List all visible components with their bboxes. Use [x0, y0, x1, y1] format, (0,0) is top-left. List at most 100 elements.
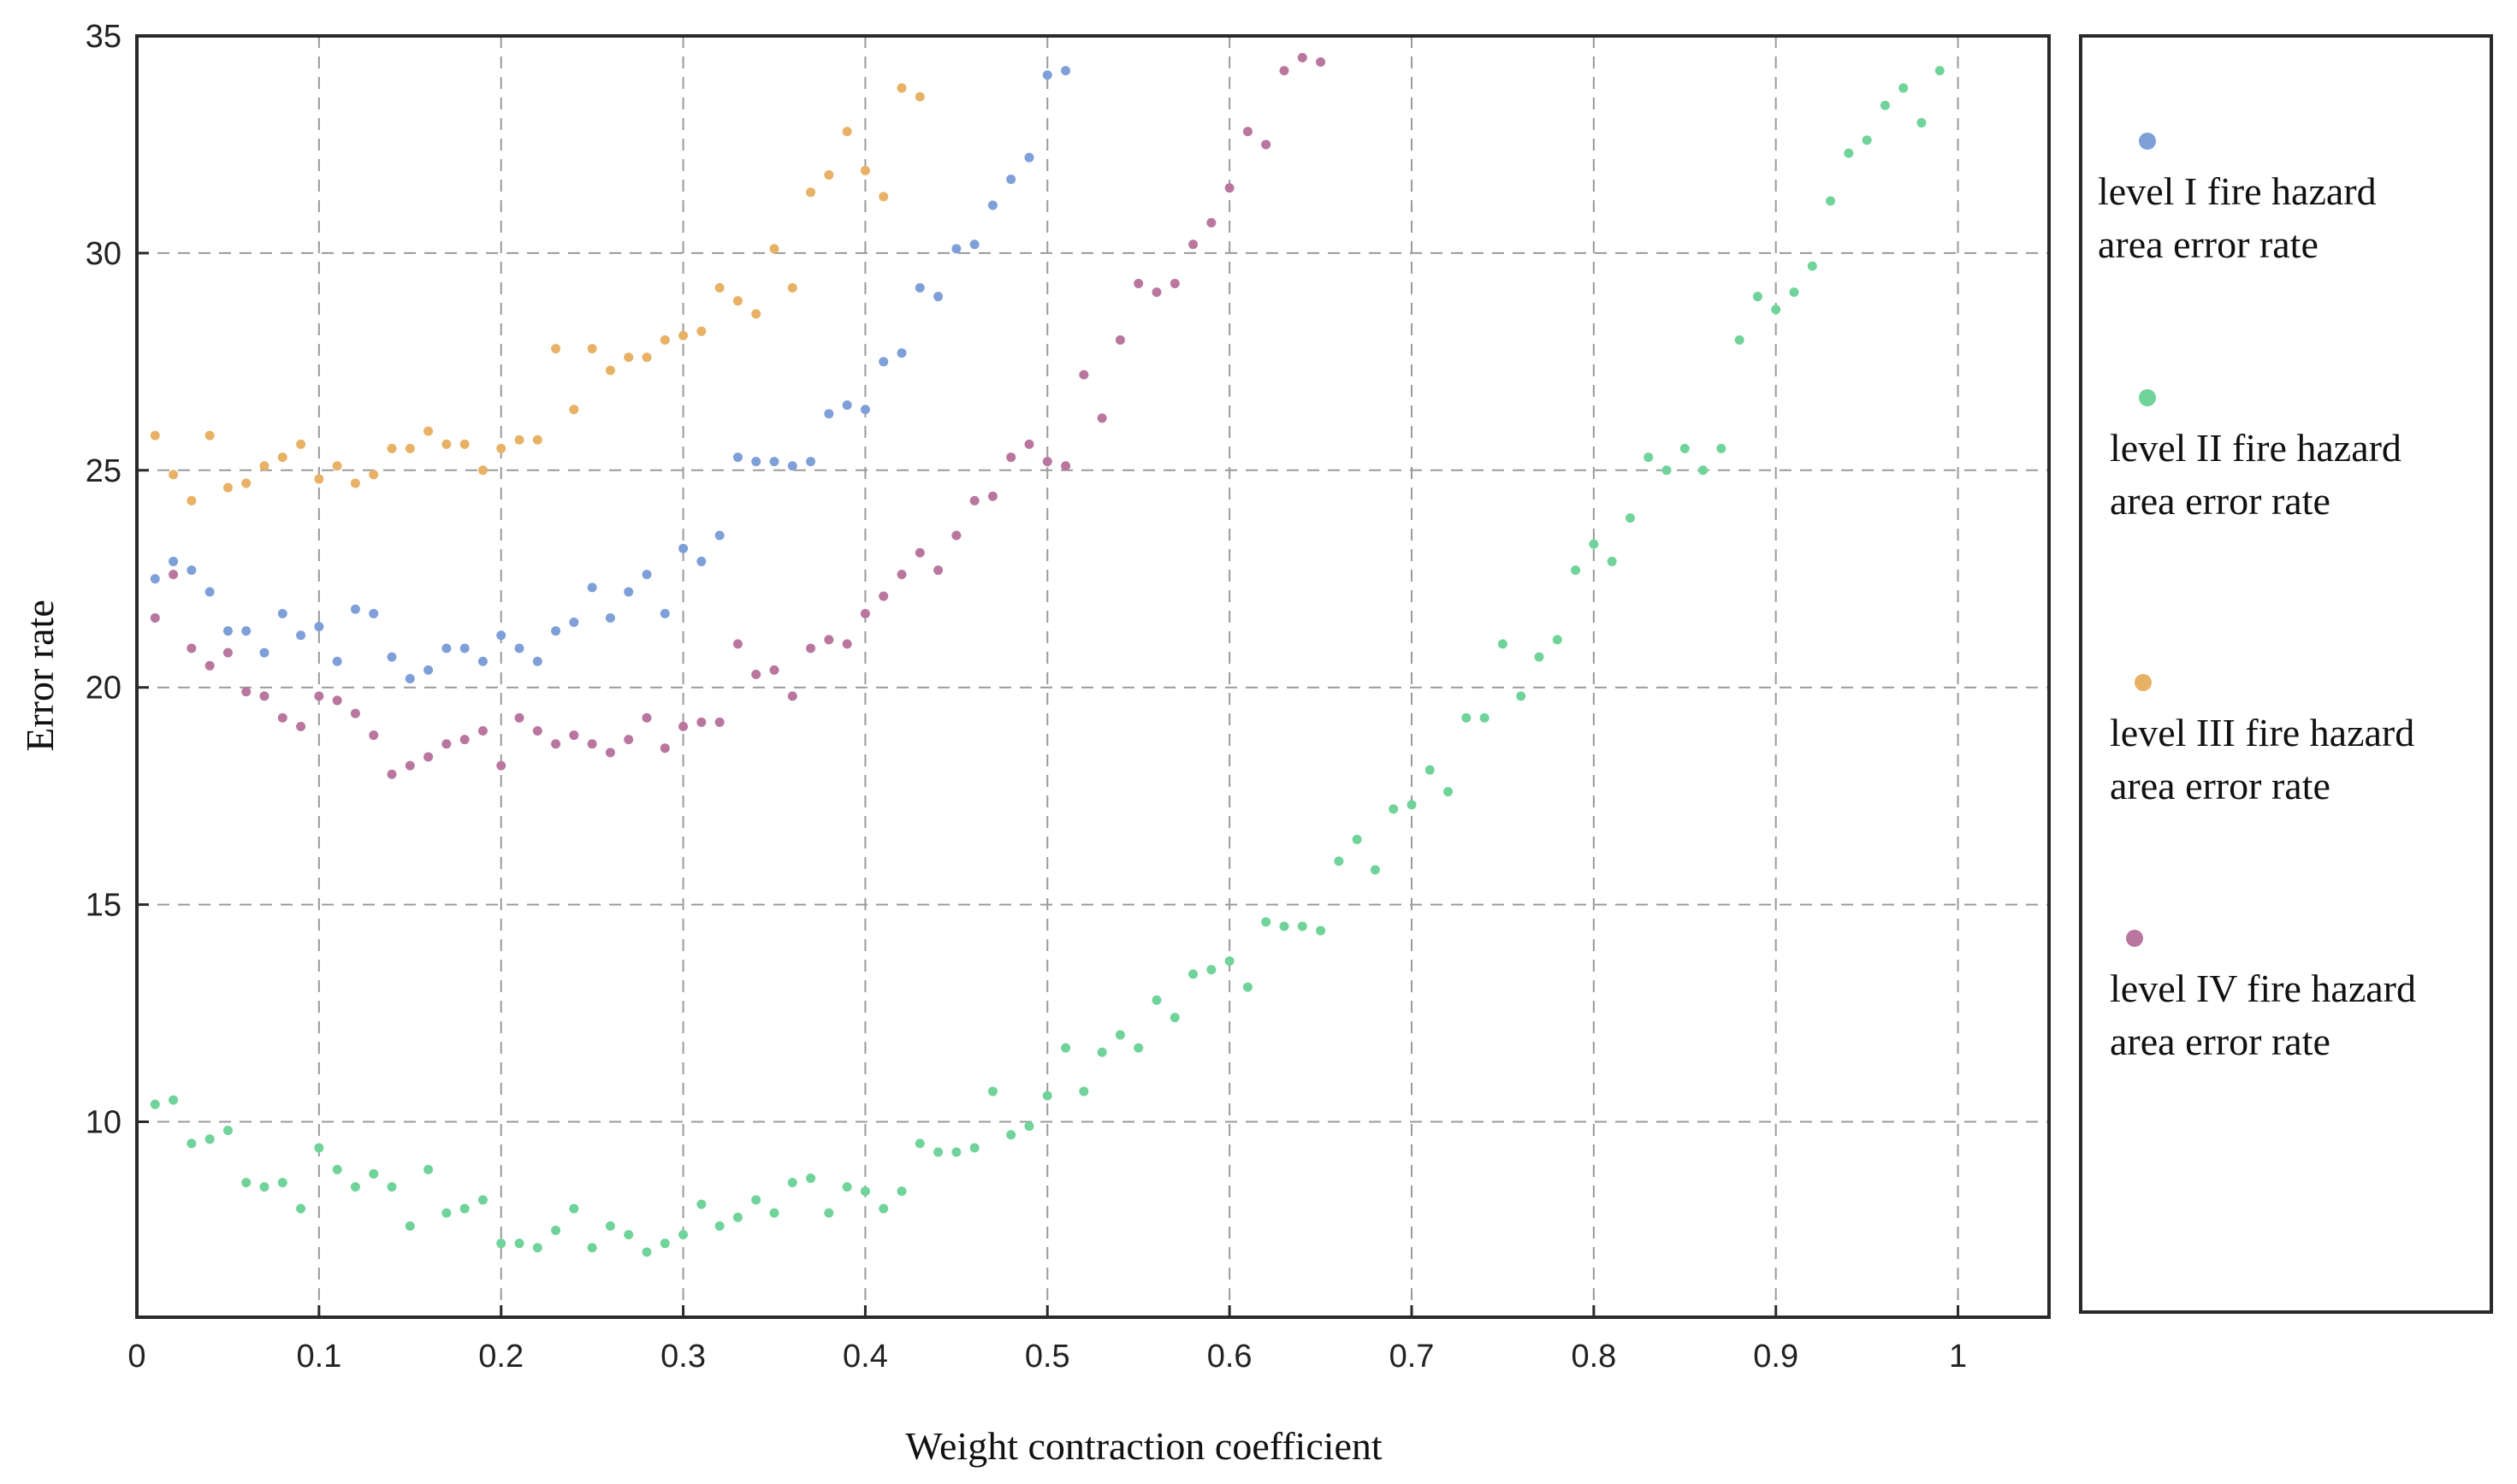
series-4-point: [787, 691, 797, 701]
series-2-point: [1461, 712, 1472, 723]
series-2-point: [1279, 921, 1289, 931]
legend-marker-1: [2139, 133, 2156, 150]
series-3-point: [150, 430, 160, 440]
series-1-point: [405, 674, 415, 684]
series-2-point: [1370, 865, 1380, 875]
series-1-point: [532, 656, 542, 666]
series-2-point: [842, 1182, 852, 1192]
series-2-point: [187, 1138, 197, 1149]
series-2-point: [1807, 261, 1817, 271]
series-3-point: [187, 495, 197, 506]
series-3-point: [532, 435, 542, 445]
series-2-point: [496, 1239, 506, 1249]
series-1-point: [678, 543, 689, 553]
series-2-point: [277, 1178, 287, 1188]
y-axis-title: Error rate: [18, 600, 62, 752]
series-2-point: [1097, 1047, 1107, 1057]
x-tick-label: 0.1: [296, 1339, 341, 1375]
x-axis-title: Weight contraction coefficient: [905, 1424, 1383, 1468]
series-4-point: [678, 721, 689, 731]
series-3-point: [915, 92, 925, 102]
series-2-point: [1389, 804, 1399, 814]
series-2-point: [1497, 639, 1507, 649]
legend-label-2: area error rate: [2110, 479, 2330, 523]
series-4-point: [277, 712, 287, 723]
series-2-point: [1261, 917, 1271, 927]
series-2-point: [1862, 135, 1872, 145]
series-1-point: [787, 461, 797, 471]
series-1-point: [842, 400, 852, 411]
series-1-point: [915, 283, 925, 293]
series-1-point: [732, 452, 743, 463]
series-4-point: [441, 739, 452, 749]
legend-label-4: area error rate: [2110, 1020, 2330, 1063]
series-4-point: [459, 735, 470, 745]
series-4-point: [897, 570, 907, 580]
series-1-point: [769, 457, 779, 467]
legend-box: [2079, 34, 2493, 1314]
series-1-point: [714, 530, 725, 541]
series-3-point: [423, 426, 434, 436]
series-4-point: [296, 721, 306, 731]
series-2-point: [1826, 196, 1836, 206]
series-4-point: [624, 735, 634, 745]
series-2-point: [1661, 465, 1672, 476]
series-3-point: [369, 470, 379, 480]
series-2-point: [1916, 118, 1927, 128]
series-1-point: [824, 409, 834, 419]
series-4-point: [169, 570, 179, 580]
series-4-point: [350, 708, 360, 718]
series-1-point: [1061, 66, 1071, 76]
series-3-point: [732, 296, 743, 306]
series-1-point: [259, 647, 269, 658]
series-4-point: [751, 669, 761, 679]
series-2-point: [751, 1195, 761, 1205]
series-2-point: [1152, 995, 1162, 1005]
series-1-point: [660, 608, 670, 618]
series-2-point: [1042, 1091, 1052, 1101]
series-2-point: [477, 1195, 488, 1205]
series-4-point: [259, 691, 269, 701]
series-3-point: [314, 474, 324, 484]
series-2-point: [1771, 304, 1781, 315]
series-4-point: [569, 730, 579, 741]
series-4-point: [1079, 370, 1089, 380]
x-tick-label: 0.7: [1389, 1339, 1435, 1375]
series-4-point: [732, 639, 743, 649]
series-4-point: [1188, 239, 1199, 250]
x-tick-label: 0.5: [1025, 1339, 1070, 1375]
series-2-point: [459, 1203, 470, 1214]
series-4-point: [551, 739, 561, 749]
series-1-point: [860, 405, 870, 415]
series-2-point: [806, 1174, 816, 1184]
series-2-point: [587, 1243, 597, 1253]
series-2-point: [1643, 452, 1654, 463]
x-tick-label: 0.2: [478, 1339, 524, 1375]
series-3-point: [222, 482, 233, 493]
y-tick-label: 25: [86, 453, 121, 489]
series-4-point: [1242, 127, 1253, 137]
series-1-point: [642, 570, 652, 580]
series-4-point: [1134, 278, 1144, 288]
series-2-point: [150, 1099, 160, 1109]
series-2-point: [1170, 1013, 1180, 1023]
series-1-point: [569, 618, 579, 628]
series-2-point: [1716, 443, 1726, 453]
series-1-point: [369, 608, 379, 618]
series-2-point: [405, 1221, 415, 1231]
series-2-point: [1516, 691, 1526, 701]
series-3-point: [842, 127, 852, 137]
series-1-point: [551, 626, 561, 636]
series-2-point: [987, 1086, 998, 1097]
legend-label-4: level IV fire hazard: [2110, 967, 2416, 1010]
y-tick-label: 30: [86, 236, 121, 272]
series-1-point: [1042, 70, 1052, 80]
series-1-point: [933, 292, 944, 302]
series-4-point: [915, 547, 925, 558]
series-2-point: [1115, 1030, 1125, 1040]
series-4-point: [1297, 52, 1307, 62]
series-4-point: [769, 665, 779, 675]
series-1-point: [897, 348, 907, 358]
series-4-point: [951, 530, 962, 541]
